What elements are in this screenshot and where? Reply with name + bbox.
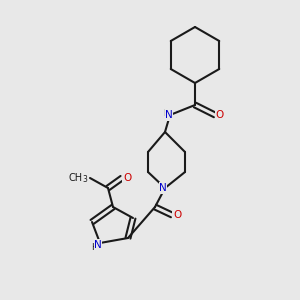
Text: H: H bbox=[91, 242, 98, 251]
Text: N: N bbox=[159, 183, 167, 193]
Text: CH: CH bbox=[69, 173, 83, 183]
Text: H: H bbox=[163, 109, 170, 118]
Text: N: N bbox=[94, 240, 102, 250]
Text: O: O bbox=[173, 210, 181, 220]
Text: N: N bbox=[165, 110, 173, 120]
Text: O: O bbox=[123, 173, 131, 183]
Text: O: O bbox=[216, 110, 224, 120]
Text: 3: 3 bbox=[82, 175, 87, 184]
